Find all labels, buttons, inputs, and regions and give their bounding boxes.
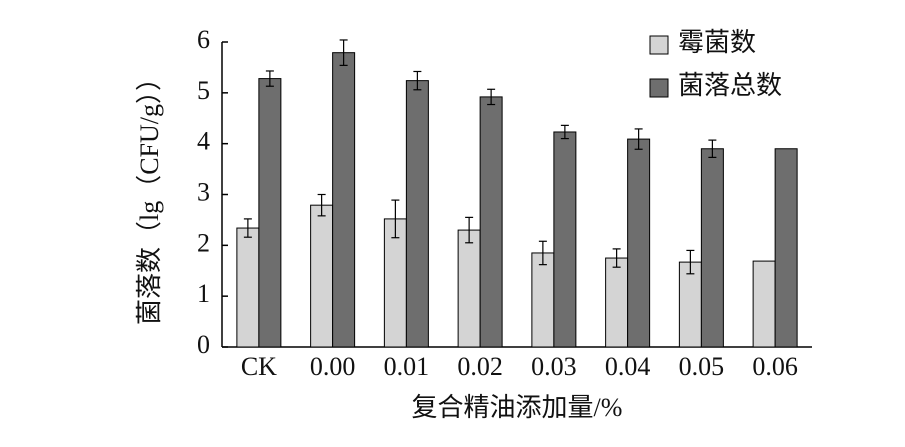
bar [531, 252, 555, 348]
x-tick-label: 0.00 [310, 352, 356, 381]
error-bar [612, 248, 621, 268]
legend-label: 霉菌数 [678, 28, 756, 57]
x-tick-label: 0.03 [531, 352, 577, 381]
bar [774, 148, 798, 348]
error-bar [465, 216, 474, 244]
bar [332, 52, 356, 348]
bar [605, 257, 629, 348]
bar [479, 96, 503, 348]
y-tick-label: 3 [197, 177, 210, 206]
bar [627, 138, 651, 348]
y-tick-label: 1 [197, 279, 210, 308]
y-tick-label: 6 [197, 25, 210, 54]
y-axis-label: 菌落数（lg（CFU/g）） [135, 65, 164, 325]
y-tick-label: 4 [197, 127, 210, 156]
y-tick-label: 2 [197, 228, 210, 257]
bar [457, 229, 481, 348]
legend-swatch [649, 35, 669, 55]
x-tick-label: 0.05 [679, 352, 725, 381]
error-bar [538, 240, 547, 266]
error-bar [487, 88, 496, 106]
y-tick-label: 5 [197, 76, 210, 105]
error-bar [413, 70, 422, 91]
x-axis-label: 复合精油添加量/% [412, 393, 623, 422]
error-bar [243, 218, 252, 238]
x-tick-label: 0.06 [752, 352, 798, 381]
bar [258, 78, 282, 348]
x-tick-label: CK [241, 352, 277, 381]
error-bar [634, 128, 643, 150]
bar [310, 204, 334, 348]
error-bar [317, 193, 326, 217]
x-tick-label: 0.01 [384, 352, 430, 381]
bar [678, 261, 702, 348]
x-tick-label: 0.04 [605, 352, 651, 381]
error-bar [708, 139, 717, 158]
bar [405, 80, 429, 348]
bar [700, 148, 724, 348]
error-bar [265, 70, 274, 87]
error-bar [686, 249, 695, 275]
y-tick-label: 0 [197, 330, 210, 359]
error-bar [560, 124, 569, 140]
error-bar [391, 199, 400, 239]
bar [236, 227, 260, 348]
legend-swatch [649, 78, 669, 98]
bar [752, 260, 776, 348]
legend-label: 菌落总数 [678, 71, 782, 100]
x-tick-label: 0.02 [457, 352, 503, 381]
error-bar [339, 39, 348, 66]
bar [553, 131, 577, 348]
